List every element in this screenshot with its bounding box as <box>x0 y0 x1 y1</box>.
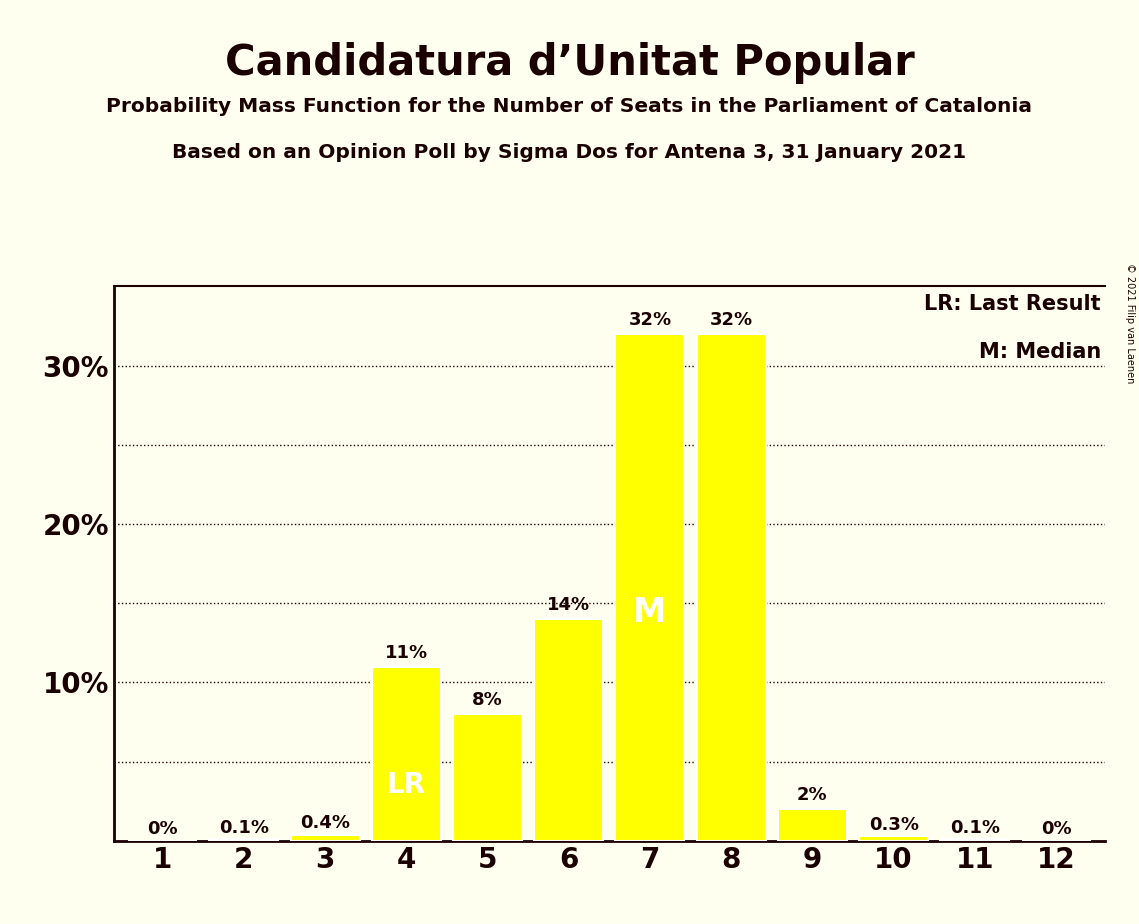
Text: © 2021 Filip van Laenen: © 2021 Filip van Laenen <box>1125 263 1134 383</box>
Text: 2%: 2% <box>797 786 828 805</box>
Bar <box>941 839 1009 841</box>
Text: 32%: 32% <box>629 311 672 329</box>
Bar <box>778 809 847 841</box>
Text: Candidatura d’Unitat Popular: Candidatura d’Unitat Popular <box>224 42 915 83</box>
Text: 0.1%: 0.1% <box>219 819 269 837</box>
Text: Based on an Opinion Poll by Sigma Dos for Antena 3, 31 January 2021: Based on an Opinion Poll by Sigma Dos fo… <box>172 143 967 163</box>
Bar <box>290 834 360 841</box>
Text: 0.4%: 0.4% <box>300 814 350 833</box>
Text: M: Median: M: Median <box>978 342 1100 362</box>
Text: LR: LR <box>387 772 426 799</box>
Bar <box>697 334 765 841</box>
Bar <box>534 619 604 841</box>
Bar <box>859 836 928 841</box>
Text: 0.3%: 0.3% <box>869 816 919 833</box>
Text: Probability Mass Function for the Number of Seats in the Parliament of Catalonia: Probability Mass Function for the Number… <box>107 97 1032 116</box>
Text: M: M <box>633 596 666 629</box>
Text: 0%: 0% <box>147 821 178 838</box>
Text: 8%: 8% <box>473 691 503 710</box>
Text: 0.1%: 0.1% <box>950 819 1000 837</box>
Bar <box>615 334 685 841</box>
Bar <box>371 666 441 841</box>
Bar <box>453 714 522 841</box>
Text: 0%: 0% <box>1041 821 1072 838</box>
Text: 14%: 14% <box>547 596 590 614</box>
Text: LR: Last Result: LR: Last Result <box>924 295 1100 314</box>
Text: 11%: 11% <box>385 644 428 662</box>
Bar <box>210 839 278 841</box>
Text: 32%: 32% <box>710 311 753 329</box>
